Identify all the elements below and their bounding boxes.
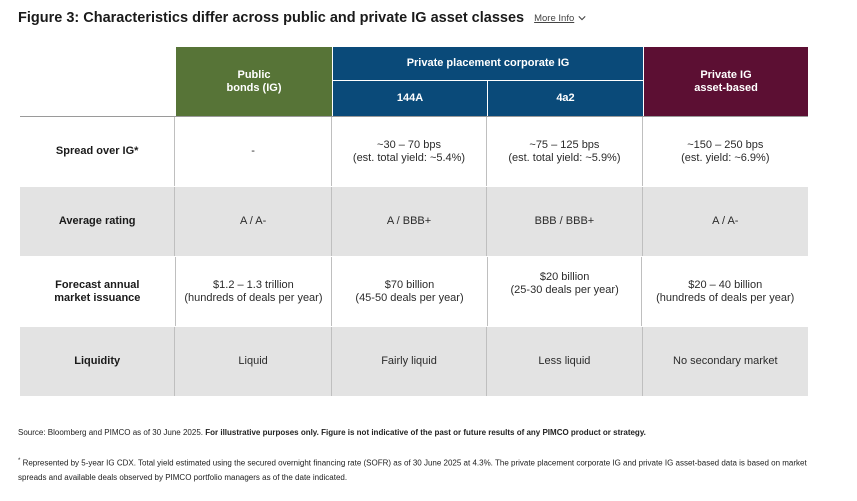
- table-cell: $70 billion (45-50 deals per year): [331, 257, 487, 326]
- table-row-rating: Average rating A / A- A / BBB+ BBB / BBB…: [20, 187, 808, 256]
- footnote-text: Represented by 5-year IG CDX. Total yiel…: [18, 458, 807, 482]
- header-4a2-label: 4a2: [556, 92, 575, 104]
- header-private-asset-label: Private IG asset-based: [694, 68, 758, 94]
- table-cell: No secondary market: [641, 327, 808, 396]
- chevron-down-icon: [578, 16, 586, 21]
- more-info-label: More Info: [534, 12, 575, 24]
- table-cell: Liquid: [174, 327, 330, 396]
- table-cell: -: [174, 117, 330, 186]
- table-cell: BBB / BBB+: [486, 187, 641, 256]
- source-text: Source: Bloomberg and PIMCO as of 30 Jun…: [18, 428, 203, 437]
- table-cell: $20 billion (25-30 deals per year): [486, 257, 642, 326]
- table-cell: A / A-: [174, 187, 330, 256]
- header-4a2: 4a2: [488, 81, 643, 116]
- header-private-placement: Private placement corporate IG: [333, 47, 643, 80]
- row-label: Average rating: [58, 215, 136, 227]
- table-divider: [20, 116, 808, 117]
- figure-title-row: Figure 3: Characteristics differ across …: [18, 10, 586, 26]
- source-note: Source: Bloomberg and PIMCO as of 30 Jun…: [18, 428, 646, 437]
- table-row-liquidity: Liquidity Liquid Fairly liquid Less liqu…: [20, 327, 808, 396]
- header-public-bonds: Public bonds (IG): [176, 47, 332, 116]
- table-cell: A / A-: [641, 187, 808, 256]
- more-info-link[interactable]: More Info: [534, 13, 586, 24]
- table-cell: $1.2 – 1.3 trillion (hundreds of deals p…: [174, 257, 332, 326]
- table-row-spread: Spread over IG* - ~30 – 70 bps (est. tot…: [20, 117, 808, 186]
- row-label: Liquidity: [74, 355, 121, 367]
- table-cell: A / BBB+: [330, 187, 486, 256]
- header-144a: 144A: [333, 81, 487, 116]
- row-label: Forecast annual market issuance: [54, 278, 141, 304]
- row-label: Spread over IG*: [55, 145, 139, 157]
- table-row-issuance: Forecast annual market issuance $1.2 – 1…: [20, 257, 808, 326]
- footnote: * Represented by 5-year IG CDX. Total yi…: [18, 454, 808, 485]
- figure-title: Figure 3: Characteristics differ across …: [18, 10, 525, 26]
- table-cell: ~30 – 70 bps (est. total yield: ~5.4%): [330, 117, 486, 186]
- footnote-marker: *: [18, 458, 21, 464]
- table-cell: ~75 – 125 bps (est. total yield: ~5.9%): [486, 117, 641, 186]
- table-cell: Less liquid: [486, 327, 641, 396]
- header-private-placement-label: Private placement corporate IG: [406, 57, 570, 69]
- header-public-label: Public bonds (IG): [226, 68, 282, 94]
- table-cell: ~150 – 250 bps (est. yield: ~6.9%): [641, 117, 808, 186]
- source-disclaimer: For illustrative purposes only. Figure i…: [205, 428, 646, 437]
- header-144a-label: 144A: [396, 92, 424, 104]
- header-private-asset-based: Private IG asset-based: [644, 47, 808, 116]
- table-cell: $20 – 40 billion (hundreds of deals per …: [641, 257, 808, 326]
- table-cell: Fairly liquid: [330, 327, 486, 396]
